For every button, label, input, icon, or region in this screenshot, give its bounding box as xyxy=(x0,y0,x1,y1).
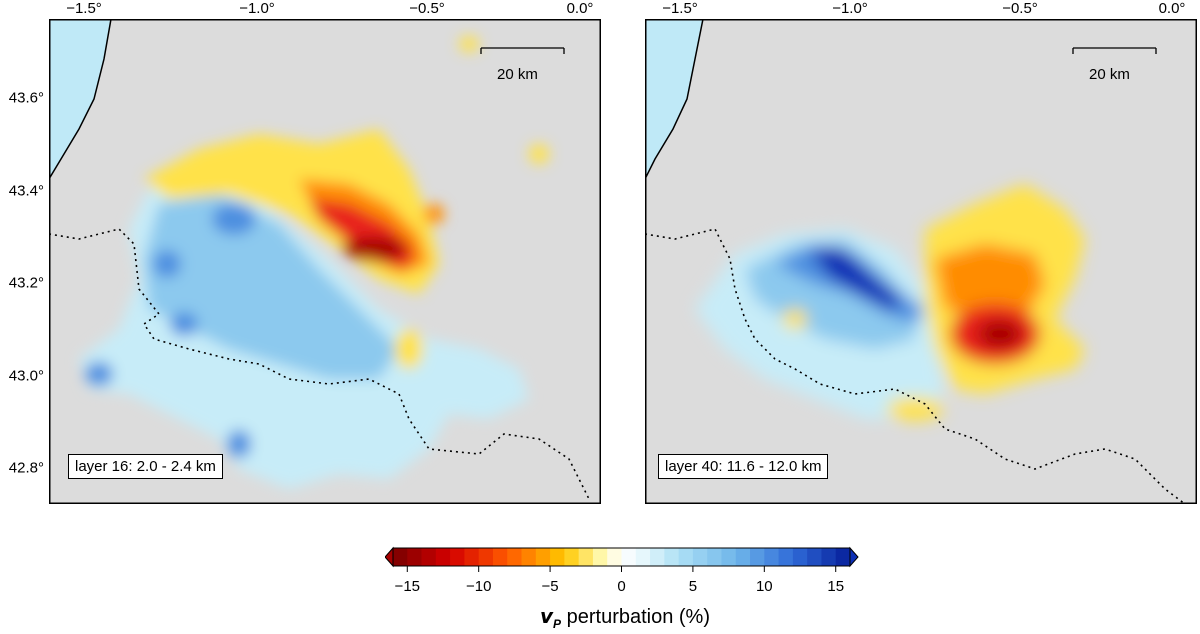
colorbar-segment xyxy=(621,548,637,566)
colorbar-scale xyxy=(385,546,859,572)
tomography-map xyxy=(49,19,601,504)
scale-bar xyxy=(480,47,565,54)
colorbar-tick-label: −10 xyxy=(465,578,492,595)
colorbar-segment xyxy=(535,548,551,566)
lon-tick-label: −1.0° xyxy=(832,0,868,17)
lon-tick-label: −0.5° xyxy=(409,0,445,17)
colorbar-tick-label: −5 xyxy=(541,578,559,595)
colorbar-segment xyxy=(778,548,794,566)
colorbar-segment xyxy=(607,548,622,566)
lon-tick-label: −0.5° xyxy=(1002,0,1038,17)
colorbar-segment xyxy=(592,548,608,566)
colorbar-segments xyxy=(393,548,851,566)
scale-bar-label: 20 km xyxy=(497,66,538,83)
sea-area xyxy=(49,19,111,179)
colorbar-segment xyxy=(678,548,694,566)
colorbar-segment xyxy=(435,548,451,566)
lon-tick-label: −1.0° xyxy=(239,0,275,17)
lon-tick-label: −1.5° xyxy=(662,0,698,17)
colorbar-segment xyxy=(721,548,737,566)
colorbar-segment xyxy=(835,548,851,566)
colorbar-segment xyxy=(750,548,765,566)
colorbar-segment xyxy=(507,548,522,566)
lon-tick-label: 0.0° xyxy=(1158,0,1186,17)
colorbar-segment xyxy=(492,548,508,566)
anomaly-field xyxy=(695,184,1085,421)
colorbar-ticks xyxy=(406,566,837,572)
colorbar-title-subscript: P xyxy=(553,617,562,631)
colorbar-segment xyxy=(764,548,779,566)
colorbar-segment xyxy=(821,548,837,566)
coastline xyxy=(49,19,112,180)
colorbar-title-symbol: v xyxy=(539,604,554,628)
scale-bar-label: 20 km xyxy=(1089,66,1130,83)
colorbar-segment xyxy=(464,548,480,566)
colorbar-segment xyxy=(807,548,822,566)
colorbar-segment xyxy=(393,548,408,566)
lat-tick-label: 43.2° xyxy=(8,274,44,292)
map-panel-layer-16: −1.5° −1.0° −0.5° 0.0° 43.6° 43.4° 43.2°… xyxy=(0,0,601,520)
colorbar-segment xyxy=(478,548,494,566)
colorbar-segment xyxy=(564,548,580,566)
colorbar-tick-label: 15 xyxy=(827,578,845,595)
lat-tick-label: 43.0° xyxy=(8,367,44,385)
colorbar-title-text: perturbation (%) xyxy=(561,606,711,628)
border-line xyxy=(645,228,1186,504)
colorbar: −15 −10 −5 0 5 10 15 vP perturbation (%) xyxy=(385,540,865,634)
colorbar-segment xyxy=(707,548,722,566)
map-frame xyxy=(49,19,601,504)
colorbar-tick-label: 5 xyxy=(688,578,698,595)
colorbar-segment xyxy=(735,548,751,566)
anomaly-field xyxy=(79,36,549,489)
lat-tick-label: 43.4° xyxy=(8,182,44,200)
colorbar-segment xyxy=(421,548,437,566)
sea-area xyxy=(645,19,703,179)
colorbar-segment xyxy=(578,548,594,566)
lon-tick-label: 0.0° xyxy=(566,0,594,17)
colorbar-segment xyxy=(692,548,708,566)
map-border xyxy=(49,19,601,504)
layer-label: layer 16: 2.0 - 2.4 km xyxy=(68,454,223,479)
map-panel-layer-40: −1.5° −1.0° −0.5° 0.0° xyxy=(592,0,1197,520)
colorbar-segment xyxy=(650,548,665,566)
colorbar-tick-label: −15 xyxy=(394,578,421,595)
border-line xyxy=(49,228,590,500)
land-background xyxy=(645,19,1197,504)
layer-label: layer 40: 11.6 - 12.0 km xyxy=(658,454,829,479)
scale-bar xyxy=(1072,47,1157,54)
colorbar-segment xyxy=(521,548,537,566)
map-border xyxy=(645,19,1197,504)
colorbar-segment xyxy=(450,548,465,566)
colorbar-segment xyxy=(792,548,808,566)
colorbar-arrow-low xyxy=(385,546,394,568)
colorbar-tick-label: 0 xyxy=(617,578,626,595)
colorbar-title: vP perturbation (%) xyxy=(385,604,865,631)
colorbar-segment xyxy=(407,548,422,566)
lat-tick-label: 43.6° xyxy=(8,89,44,107)
map-frame xyxy=(645,19,1197,504)
colorbar-segment xyxy=(550,548,565,566)
colorbar-segment xyxy=(664,548,680,566)
colorbar-segment xyxy=(635,548,651,566)
tomography-map xyxy=(645,19,1197,504)
coastline xyxy=(645,19,704,180)
colorbar-arrow-high xyxy=(849,546,859,568)
lat-tick-label: 42.8° xyxy=(8,459,44,477)
colorbar-tick-label: 10 xyxy=(755,578,773,595)
lon-tick-label: −1.5° xyxy=(66,0,102,17)
